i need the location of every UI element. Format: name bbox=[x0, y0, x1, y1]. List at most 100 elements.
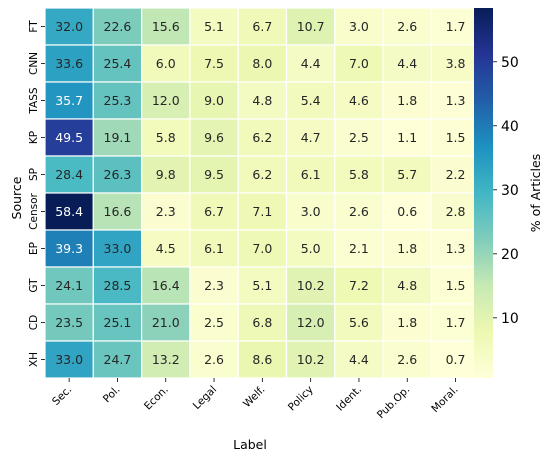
heatmap-cell bbox=[44, 303, 94, 342]
cell-value-label: 9.6 bbox=[204, 130, 224, 145]
heatmap-cell bbox=[92, 118, 143, 157]
cell-value-label: 16.6 bbox=[104, 204, 132, 219]
cell-value-label: 5.8 bbox=[349, 167, 369, 182]
colorbar-tick-label: 20 bbox=[501, 247, 519, 263]
cell-value-label: 25.3 bbox=[104, 93, 132, 108]
heatmap-cells: 32.0 22.6 15.6 5.1 6.7 10.7 3.0 2.6 1.7 33.6 25.4 6… bbox=[44, 7, 481, 379]
colorbar: 10 20 30 40 50 % of Articles bbox=[474, 8, 543, 378]
cell-value-label: 9.0 bbox=[204, 93, 224, 108]
cell-value-label: 7.2 bbox=[349, 278, 369, 293]
cell-value-label: 24.7 bbox=[104, 352, 132, 367]
y-tick-label: KP bbox=[28, 131, 40, 144]
y-tick-label: Censor bbox=[28, 192, 40, 229]
cell-value-label: 3.0 bbox=[349, 19, 369, 34]
cell-value-label: 23.5 bbox=[55, 315, 83, 330]
y-tick-label: TASS bbox=[28, 87, 40, 114]
cell-value-label: 5.4 bbox=[301, 93, 321, 108]
heatmap-cell bbox=[285, 192, 336, 231]
heatmap-cell bbox=[430, 118, 481, 157]
heatmap-cell bbox=[189, 118, 239, 157]
heatmap-cell bbox=[285, 7, 336, 46]
heatmap-cell bbox=[141, 266, 191, 305]
heatmap-cell bbox=[189, 81, 239, 120]
cell-value-label: 4.5 bbox=[156, 241, 176, 256]
x-tick-label: Ident. bbox=[334, 384, 364, 414]
heatmap-cell bbox=[430, 155, 481, 194]
heatmap-cell bbox=[44, 229, 94, 268]
heatmap-cell bbox=[285, 340, 336, 379]
heatmap-cell bbox=[141, 303, 191, 342]
cell-value-label: 2.6 bbox=[397, 352, 417, 367]
y-tick-label: CD bbox=[28, 315, 40, 330]
cell-value-label: 24.1 bbox=[55, 278, 83, 293]
heatmap-cell bbox=[44, 155, 94, 194]
cell-value-label: 33.0 bbox=[104, 241, 132, 256]
heatmap-cell bbox=[92, 303, 143, 342]
heatmap-cell bbox=[285, 155, 336, 194]
cell-value-label: 2.6 bbox=[397, 19, 417, 34]
cell-value-label: 7.0 bbox=[349, 56, 369, 71]
cell-value-label: 10.7 bbox=[297, 19, 325, 34]
cell-value-label: 7.1 bbox=[252, 204, 272, 219]
heatmap-cell bbox=[285, 303, 336, 342]
cell-value-label: 1.3 bbox=[446, 93, 466, 108]
colorbar-ticks: 10 20 30 40 50 bbox=[493, 55, 519, 327]
heatmap-cell bbox=[334, 44, 384, 83]
heatmap-cell bbox=[189, 303, 239, 342]
heatmap-cell bbox=[382, 44, 433, 83]
heatmap-cell bbox=[430, 303, 481, 342]
y-tick-label: XH bbox=[28, 352, 40, 367]
colorbar-gradient bbox=[474, 8, 493, 378]
cell-value-label: 1.5 bbox=[446, 278, 466, 293]
x-tick-label: Sec. bbox=[50, 384, 74, 408]
heatmap-cell bbox=[334, 303, 384, 342]
cell-value-label: 4.8 bbox=[252, 93, 272, 108]
cell-value-label: 13.2 bbox=[152, 352, 180, 367]
heatmap-cell bbox=[237, 192, 288, 231]
heatmap-cell bbox=[237, 81, 288, 120]
cell-value-label: 6.7 bbox=[204, 204, 224, 219]
colorbar-tick-label: 50 bbox=[501, 55, 519, 71]
cell-value-label: 6.1 bbox=[204, 241, 224, 256]
cell-value-label: 8.0 bbox=[252, 56, 272, 71]
cell-value-label: 6.2 bbox=[252, 167, 272, 182]
cell-value-label: 2.3 bbox=[204, 278, 224, 293]
x-tick-label: Econ. bbox=[142, 384, 171, 413]
cell-value-label: 6.0 bbox=[156, 56, 176, 71]
heatmap-cell bbox=[430, 266, 481, 305]
y-tick-label: SP bbox=[28, 168, 40, 181]
cell-value-label: 33.0 bbox=[55, 352, 83, 367]
y-tick-label: EP bbox=[28, 242, 40, 255]
heatmap-cell bbox=[92, 192, 143, 231]
heatmap-cell bbox=[141, 44, 191, 83]
heatmap-cell bbox=[92, 7, 143, 46]
cell-value-label: 1.3 bbox=[446, 241, 466, 256]
heatmap-cell bbox=[141, 340, 191, 379]
cell-value-label: 21.0 bbox=[152, 315, 180, 330]
cell-value-label: 1.7 bbox=[446, 315, 466, 330]
cell-value-label: 2.1 bbox=[349, 241, 369, 256]
cell-value-label: 10.2 bbox=[297, 278, 325, 293]
cell-value-label: 22.6 bbox=[104, 19, 132, 34]
cell-value-label: 25.4 bbox=[104, 56, 132, 71]
x-tick-label: Legal bbox=[191, 384, 219, 412]
cell-value-label: 28.4 bbox=[55, 167, 83, 182]
y-tick-label: GT bbox=[28, 278, 40, 293]
cell-value-label: 5.0 bbox=[301, 241, 321, 256]
heatmap-cell bbox=[141, 81, 191, 120]
heatmap-cell bbox=[334, 340, 384, 379]
heatmap-cell bbox=[334, 266, 384, 305]
heatmap-cell bbox=[92, 229, 143, 268]
cell-value-label: 2.2 bbox=[446, 167, 466, 182]
y-axis-label: Source bbox=[9, 176, 24, 219]
colorbar-tick-label: 30 bbox=[501, 183, 519, 199]
y-axis-ticks: FT CNN TASS KP SP Censor EP GT CD XH bbox=[28, 20, 45, 367]
cell-value-label: 2.8 bbox=[446, 204, 466, 219]
heatmap-cell bbox=[189, 266, 239, 305]
cell-value-label: 4.4 bbox=[301, 56, 321, 71]
heatmap-cell bbox=[44, 118, 94, 157]
cell-value-label: 2.6 bbox=[349, 204, 369, 219]
heatmap-cell bbox=[382, 7, 433, 46]
cell-value-label: 1.7 bbox=[446, 19, 466, 34]
heatmap-cell bbox=[382, 340, 433, 379]
